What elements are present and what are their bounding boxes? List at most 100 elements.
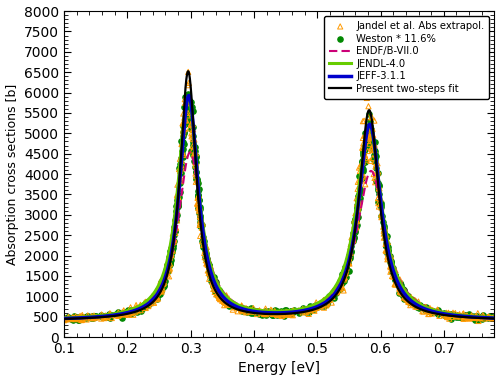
- ENDF/B-VII.0: [136, 305, 141, 310]
- Jandel et al. Abs extrapol.: [310, 306, 318, 312]
- Jandel et al. Abs extrapol.: [340, 274, 348, 280]
- Weston * 11.6%: [162, 267, 170, 273]
- Weston * 11.6%: [193, 176, 201, 182]
- Jandel et al. Abs extrapol.: [127, 310, 135, 316]
- Weston * 11.6%: [194, 186, 202, 192]
- Jandel et al. Abs extrapol.: [124, 309, 132, 315]
- Jandel et al. Abs extrapol.: [332, 289, 340, 295]
- Jandel et al. Abs extrapol.: [262, 306, 270, 312]
- Jandel et al. Abs extrapol.: [360, 173, 368, 179]
- Weston * 11.6%: [192, 153, 200, 159]
- Weston * 11.6%: [361, 159, 369, 165]
- Jandel et al. Abs extrapol.: [468, 314, 475, 320]
- Jandel et al. Abs extrapol.: [237, 304, 245, 310]
- Jandel et al. Abs extrapol.: [407, 296, 415, 303]
- Jandel et al. Abs extrapol.: [189, 132, 197, 138]
- Jandel et al. Abs extrapol.: [436, 313, 444, 319]
- Jandel et al. Abs extrapol.: [396, 284, 404, 290]
- Weston * 11.6%: [204, 262, 212, 268]
- Jandel et al. Abs extrapol.: [354, 198, 362, 204]
- Weston * 11.6%: [336, 278, 344, 284]
- Jandel et al. Abs extrapol.: [108, 315, 116, 321]
- Jandel et al. Abs extrapol.: [177, 175, 185, 181]
- Weston * 11.6%: [166, 258, 173, 264]
- Weston * 11.6%: [146, 299, 154, 305]
- Jandel et al. Abs extrapol.: [354, 186, 362, 192]
- Weston * 11.6%: [180, 104, 188, 110]
- Weston * 11.6%: [174, 203, 182, 209]
- Jandel et al. Abs extrapol.: [358, 145, 366, 151]
- Jandel et al. Abs extrapol.: [310, 304, 318, 311]
- Jandel et al. Abs extrapol.: [330, 290, 338, 296]
- Weston * 11.6%: [169, 245, 177, 251]
- Jandel et al. Abs extrapol.: [382, 248, 390, 254]
- Weston * 11.6%: [152, 292, 160, 298]
- Jandel et al. Abs extrapol.: [196, 214, 204, 220]
- Jandel et al. Abs extrapol.: [342, 265, 350, 271]
- Jandel et al. Abs extrapol.: [254, 308, 262, 314]
- Weston * 11.6%: [399, 290, 407, 296]
- Weston * 11.6%: [395, 290, 403, 296]
- Weston * 11.6%: [210, 283, 218, 289]
- Weston * 11.6%: [114, 309, 122, 315]
- Weston * 11.6%: [185, 114, 193, 120]
- Weston * 11.6%: [90, 313, 98, 319]
- Weston * 11.6%: [199, 234, 207, 240]
- Weston * 11.6%: [272, 311, 280, 317]
- Weston * 11.6%: [304, 309, 312, 315]
- Weston * 11.6%: [442, 312, 450, 318]
- Weston * 11.6%: [404, 293, 411, 299]
- Weston * 11.6%: [444, 312, 452, 319]
- Weston * 11.6%: [116, 311, 124, 317]
- Jandel et al. Abs extrapol.: [392, 267, 400, 273]
- Jandel et al. Abs extrapol.: [150, 296, 158, 302]
- Jandel et al. Abs extrapol.: [193, 177, 201, 183]
- JEFF-3.1.1: [437, 311, 443, 315]
- Weston * 11.6%: [148, 295, 156, 301]
- Weston * 11.6%: [177, 138, 185, 144]
- Jandel et al. Abs extrapol.: [409, 300, 417, 306]
- Jandel et al. Abs extrapol.: [238, 303, 246, 309]
- Jandel et al. Abs extrapol.: [363, 95, 371, 101]
- Weston * 11.6%: [407, 296, 415, 302]
- Jandel et al. Abs extrapol.: [257, 309, 265, 315]
- Jandel et al. Abs extrapol.: [272, 311, 280, 317]
- Jandel et al. Abs extrapol.: [218, 295, 226, 301]
- Weston * 11.6%: [238, 308, 246, 314]
- Weston * 11.6%: [363, 137, 371, 143]
- Weston * 11.6%: [390, 274, 398, 280]
- Weston * 11.6%: [184, 91, 192, 97]
- Weston * 11.6%: [337, 278, 345, 284]
- Jandel et al. Abs extrapol.: [250, 305, 258, 311]
- Jandel et al. Abs extrapol.: [259, 309, 267, 315]
- Weston * 11.6%: [474, 313, 482, 319]
- Weston * 11.6%: [194, 188, 202, 194]
- Jandel et al. Abs extrapol.: [374, 195, 382, 201]
- Weston * 11.6%: [342, 266, 350, 272]
- Jandel et al. Abs extrapol.: [213, 291, 221, 297]
- Weston * 11.6%: [239, 306, 247, 312]
- Jandel et al. Abs extrapol.: [342, 267, 350, 274]
- Jandel et al. Abs extrapol.: [356, 168, 364, 174]
- Weston * 11.6%: [214, 289, 222, 295]
- Weston * 11.6%: [353, 205, 361, 211]
- Jandel et al. Abs extrapol.: [322, 301, 330, 307]
- Weston * 11.6%: [382, 243, 390, 249]
- Weston * 11.6%: [192, 164, 200, 170]
- Weston * 11.6%: [170, 232, 178, 238]
- Weston * 11.6%: [218, 295, 226, 301]
- Weston * 11.6%: [341, 272, 349, 278]
- Weston * 11.6%: [144, 301, 152, 307]
- Jandel et al. Abs extrapol.: [219, 291, 227, 298]
- Jandel et al. Abs extrapol.: [157, 284, 165, 290]
- Weston * 11.6%: [443, 313, 451, 319]
- Jandel et al. Abs extrapol.: [354, 205, 362, 211]
- Weston * 11.6%: [354, 203, 362, 209]
- Weston * 11.6%: [253, 309, 261, 315]
- Jandel et al. Abs extrapol.: [189, 136, 197, 142]
- Jandel et al. Abs extrapol.: [144, 301, 152, 307]
- Jandel et al. Abs extrapol.: [462, 314, 469, 320]
- Jandel et al. Abs extrapol.: [190, 144, 198, 150]
- Jandel et al. Abs extrapol.: [378, 214, 386, 220]
- Jandel et al. Abs extrapol.: [173, 192, 181, 198]
